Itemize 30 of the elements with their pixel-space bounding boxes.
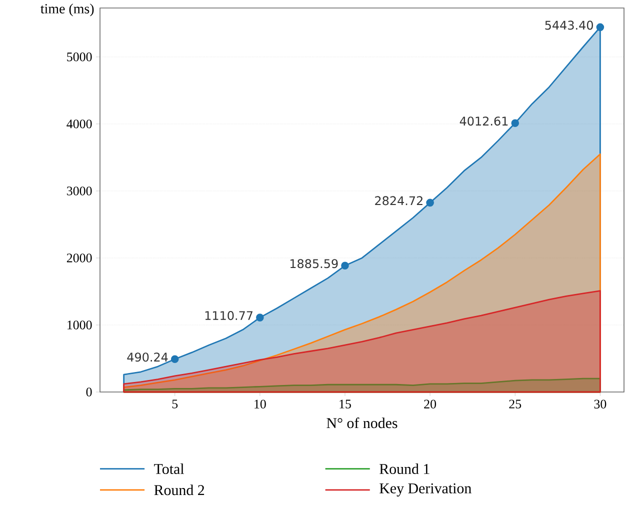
data-label: 2824.72 [375, 196, 422, 206]
data-label: 490.24 [127, 352, 168, 362]
y-tick-label: 1000 [68, 320, 92, 330]
point [426, 198, 434, 207]
y-tick-label: 0 [86, 388, 92, 396]
point [256, 314, 264, 322]
legend-label: Key Derivation [380, 483, 472, 496]
y-tick-label: 5000 [67, 52, 92, 62]
y-tick-label: 2000 [66, 254, 92, 262]
legend-label: Total [154, 464, 184, 474]
point [596, 23, 604, 32]
x-tick-label: 20 [424, 400, 436, 408]
data-label: 5443.40 [545, 20, 593, 30]
point [341, 262, 349, 270]
point [511, 119, 520, 127]
point [170, 355, 179, 364]
x-tick-label: 5 [172, 400, 178, 408]
legend-label: Round 1 [380, 464, 430, 474]
x-tick-label: 25 [509, 400, 522, 408]
data-label: 4012.61 [460, 116, 508, 126]
x-tick-label: 15 [340, 400, 351, 408]
data-label: 1885.59 [290, 259, 338, 268]
y-tick-label: 4000 [66, 120, 92, 128]
x-tick-label: 30 [594, 400, 606, 408]
x-axis-title: N° of nodes [326, 418, 398, 428]
legend-label: Round 2 [154, 484, 204, 496]
data-label: 1110.77 [205, 311, 252, 320]
x-tick-label: 10 [254, 400, 266, 408]
y-tick-label: 3000 [67, 186, 92, 196]
y-axis-title: time (ms) [40, 4, 94, 16]
